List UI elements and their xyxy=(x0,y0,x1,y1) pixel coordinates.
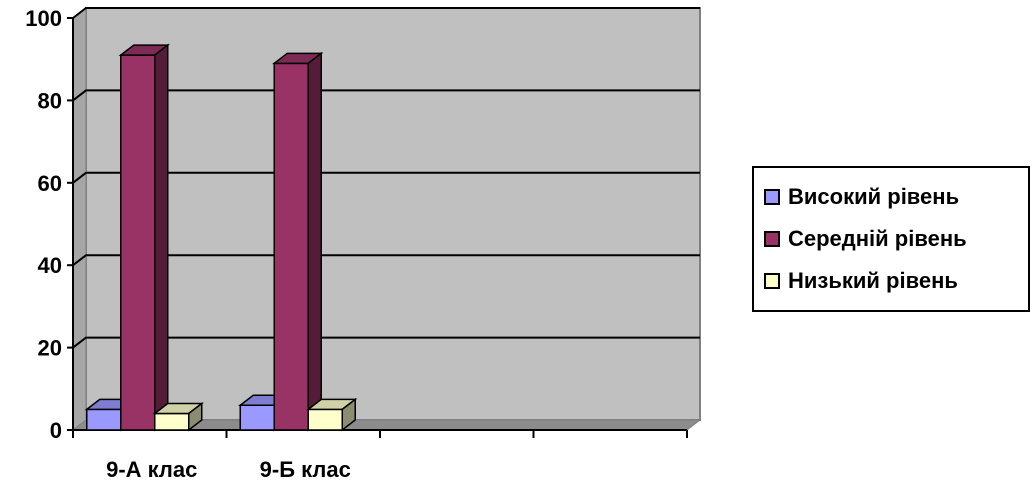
bar xyxy=(152,401,204,432)
gridline xyxy=(72,171,700,184)
bar-front xyxy=(239,404,275,431)
legend-label-high: Високий рівень xyxy=(788,184,960,209)
side-wall xyxy=(72,6,87,432)
y-tick-label: 20 xyxy=(38,336,62,361)
gridline xyxy=(72,336,700,349)
y-tick-label: 60 xyxy=(38,171,62,196)
legend-item-low: Низький рівень xyxy=(764,260,1018,302)
legend: Високий рівень Середній рівень Низький р… xyxy=(752,166,1030,312)
x-tick-label: 9-А клас xyxy=(106,457,197,481)
bar xyxy=(118,43,170,432)
x-tick-labels: 9-А клас 9-Б клас xyxy=(106,457,351,481)
bar-side xyxy=(307,51,322,432)
gridline xyxy=(72,7,700,19)
bar-front xyxy=(307,408,343,431)
gridlines xyxy=(72,7,700,349)
gridline xyxy=(72,89,700,102)
legend-label-low: Низький рівень xyxy=(788,268,958,293)
legend-item-medium: Середній рівень xyxy=(764,218,1018,260)
legend-swatch-medium xyxy=(764,231,780,247)
y-tick-label: 100 xyxy=(25,6,62,31)
bar-front xyxy=(273,62,309,431)
bar-front xyxy=(86,408,122,431)
bar-side xyxy=(154,43,169,432)
legend-swatch-low xyxy=(764,273,780,289)
bars xyxy=(84,43,358,432)
back-wall xyxy=(85,7,701,421)
legend-item-high: Високий рівень xyxy=(764,176,1018,218)
legend-swatch-high xyxy=(764,189,780,205)
y-tick-labels: 0 20 40 60 80 100 xyxy=(25,6,62,443)
bar xyxy=(306,397,358,432)
legend-label-medium: Середній рівень xyxy=(788,226,967,251)
bar-front xyxy=(154,412,190,431)
bar-front xyxy=(120,54,156,431)
y-tick-label: 80 xyxy=(38,88,62,113)
x-tick-label: 9-Б клас xyxy=(260,457,351,481)
bar xyxy=(272,51,324,432)
y-tick-label: 40 xyxy=(38,253,62,278)
bar-side xyxy=(341,397,356,432)
y-tick-label: 0 xyxy=(50,418,62,443)
gridline xyxy=(72,254,700,266)
bar-side xyxy=(188,401,203,432)
